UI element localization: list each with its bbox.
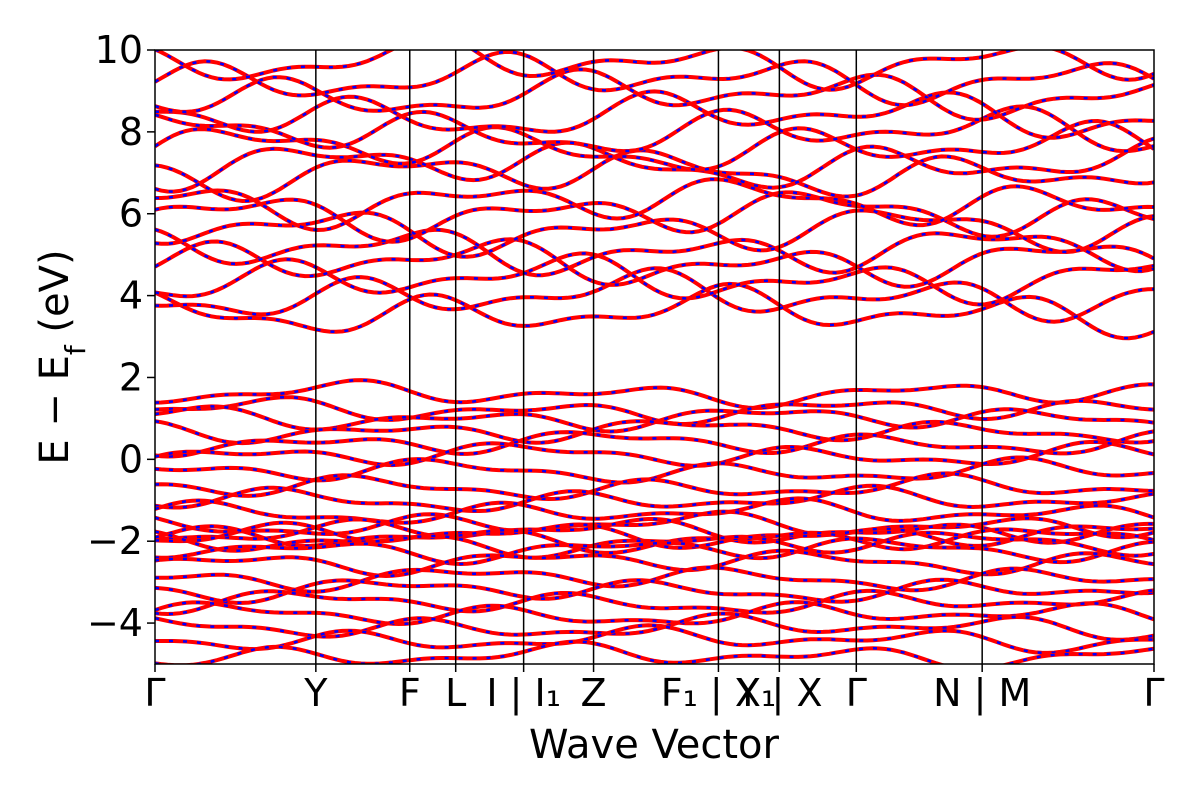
band-line-dashed <box>155 472 1154 501</box>
x-tick-label: N | M <box>933 671 1031 716</box>
band-line-dashed <box>155 484 1154 513</box>
x-tick-label: F₁ | X₁ <box>661 671 776 716</box>
y-axis-label-subscript: f <box>59 344 92 355</box>
y-axis: −4 −2 0 2 4 6 8 10 <box>87 28 155 645</box>
y-tick-label: 0 <box>119 437 143 481</box>
band-line-solid <box>155 136 1154 194</box>
band-line-dashed <box>155 238 1154 288</box>
band-line-dashed <box>155 497 1154 524</box>
band-line-dashed <box>155 419 1154 445</box>
x-tick-label: F <box>399 671 421 715</box>
band-line-solid <box>155 89 1154 140</box>
x-tick-label: Γ <box>144 671 165 715</box>
y-tick-label: 10 <box>95 28 143 72</box>
x-tick-label: Γ <box>846 671 867 715</box>
y-tick-label: 8 <box>119 110 143 154</box>
y-tick-label: −2 <box>87 519 143 563</box>
x-tick-label: Y | X <box>735 671 822 716</box>
y-axis-label-unit: (eV) <box>32 249 78 345</box>
band-line-dashed <box>155 191 1154 244</box>
band-line-solid <box>155 588 1154 617</box>
band-line-solid <box>155 548 1154 579</box>
x-tick-label: Γ <box>1143 671 1164 715</box>
band-line-solid <box>155 227 1154 278</box>
x-tick-label: L <box>445 671 466 715</box>
band-line-solid <box>155 148 1154 204</box>
band-line-solid <box>155 483 1154 513</box>
band-line-dashed <box>155 624 1154 655</box>
band-line-dashed <box>155 537 1154 566</box>
band-line-dashed <box>155 378 1154 410</box>
x-tick-label: Z <box>581 671 607 715</box>
x-tick-label: I | I₁ <box>486 671 561 716</box>
band-line-dashed <box>155 600 1154 626</box>
band-line-dashed <box>155 510 1154 539</box>
band-line-solid <box>155 439 1154 468</box>
y-tick-label: 2 <box>119 355 143 399</box>
y-tick-label: 4 <box>119 274 143 318</box>
band-line-solid <box>155 190 1154 244</box>
band-line-dashed <box>155 282 1154 340</box>
y-tick-label: 6 <box>119 192 143 236</box>
band-line-dashed <box>155 267 1154 323</box>
band-line-solid <box>155 50 1154 108</box>
y-tick-label: −4 <box>87 601 143 645</box>
band-line-solid <box>155 177 1154 233</box>
band-line-dashed <box>155 530 1154 559</box>
x-tick-label: Y <box>303 671 328 715</box>
band-line-dashed <box>155 119 1154 172</box>
band-line-solid <box>155 281 1154 341</box>
band-line-solid <box>155 251 1154 307</box>
y-axis-label: E − Ef (eV) <box>32 249 92 464</box>
band-line-dashed <box>155 105 1154 153</box>
x-axis-label: Wave Vector <box>529 722 780 768</box>
band-line-dashed <box>155 612 1154 642</box>
band-line-dashed <box>155 640 1154 664</box>
band-line-dashed <box>155 589 1154 616</box>
band-lines <box>155 50 1154 664</box>
band-line-solid <box>155 378 1154 411</box>
high-symmetry-lines <box>315 50 983 664</box>
band-line-dashed <box>155 578 1154 605</box>
plot-frame <box>154 49 1155 665</box>
band-line-dashed <box>155 430 1154 458</box>
band-line-dashed <box>155 395 1154 426</box>
band-line-solid <box>155 50 1154 92</box>
